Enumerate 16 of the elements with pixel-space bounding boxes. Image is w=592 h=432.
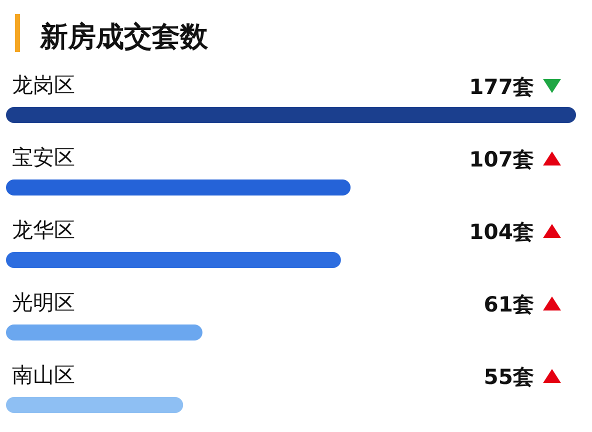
y-tick-label: 龙岗区: [12, 73, 75, 97]
data-label: 107套: [469, 148, 534, 172]
y-tick-label: 南山区: [12, 363, 75, 387]
data-label: 104套: [469, 220, 534, 244]
bar: [6, 107, 576, 123]
bar: [6, 324, 202, 340]
bar: [6, 252, 341, 268]
y-tick-label: 宝安区: [12, 146, 75, 170]
bar: [6, 397, 184, 413]
data-label: 55套: [484, 365, 534, 389]
chart-title: 新房成交套数: [39, 20, 209, 53]
data-label: 61套: [484, 292, 534, 316]
y-tick-label: 龙华区: [12, 218, 75, 242]
y-tick-label: 光明区: [12, 290, 75, 314]
data-label: 177套: [469, 75, 534, 99]
bar: [6, 180, 351, 196]
